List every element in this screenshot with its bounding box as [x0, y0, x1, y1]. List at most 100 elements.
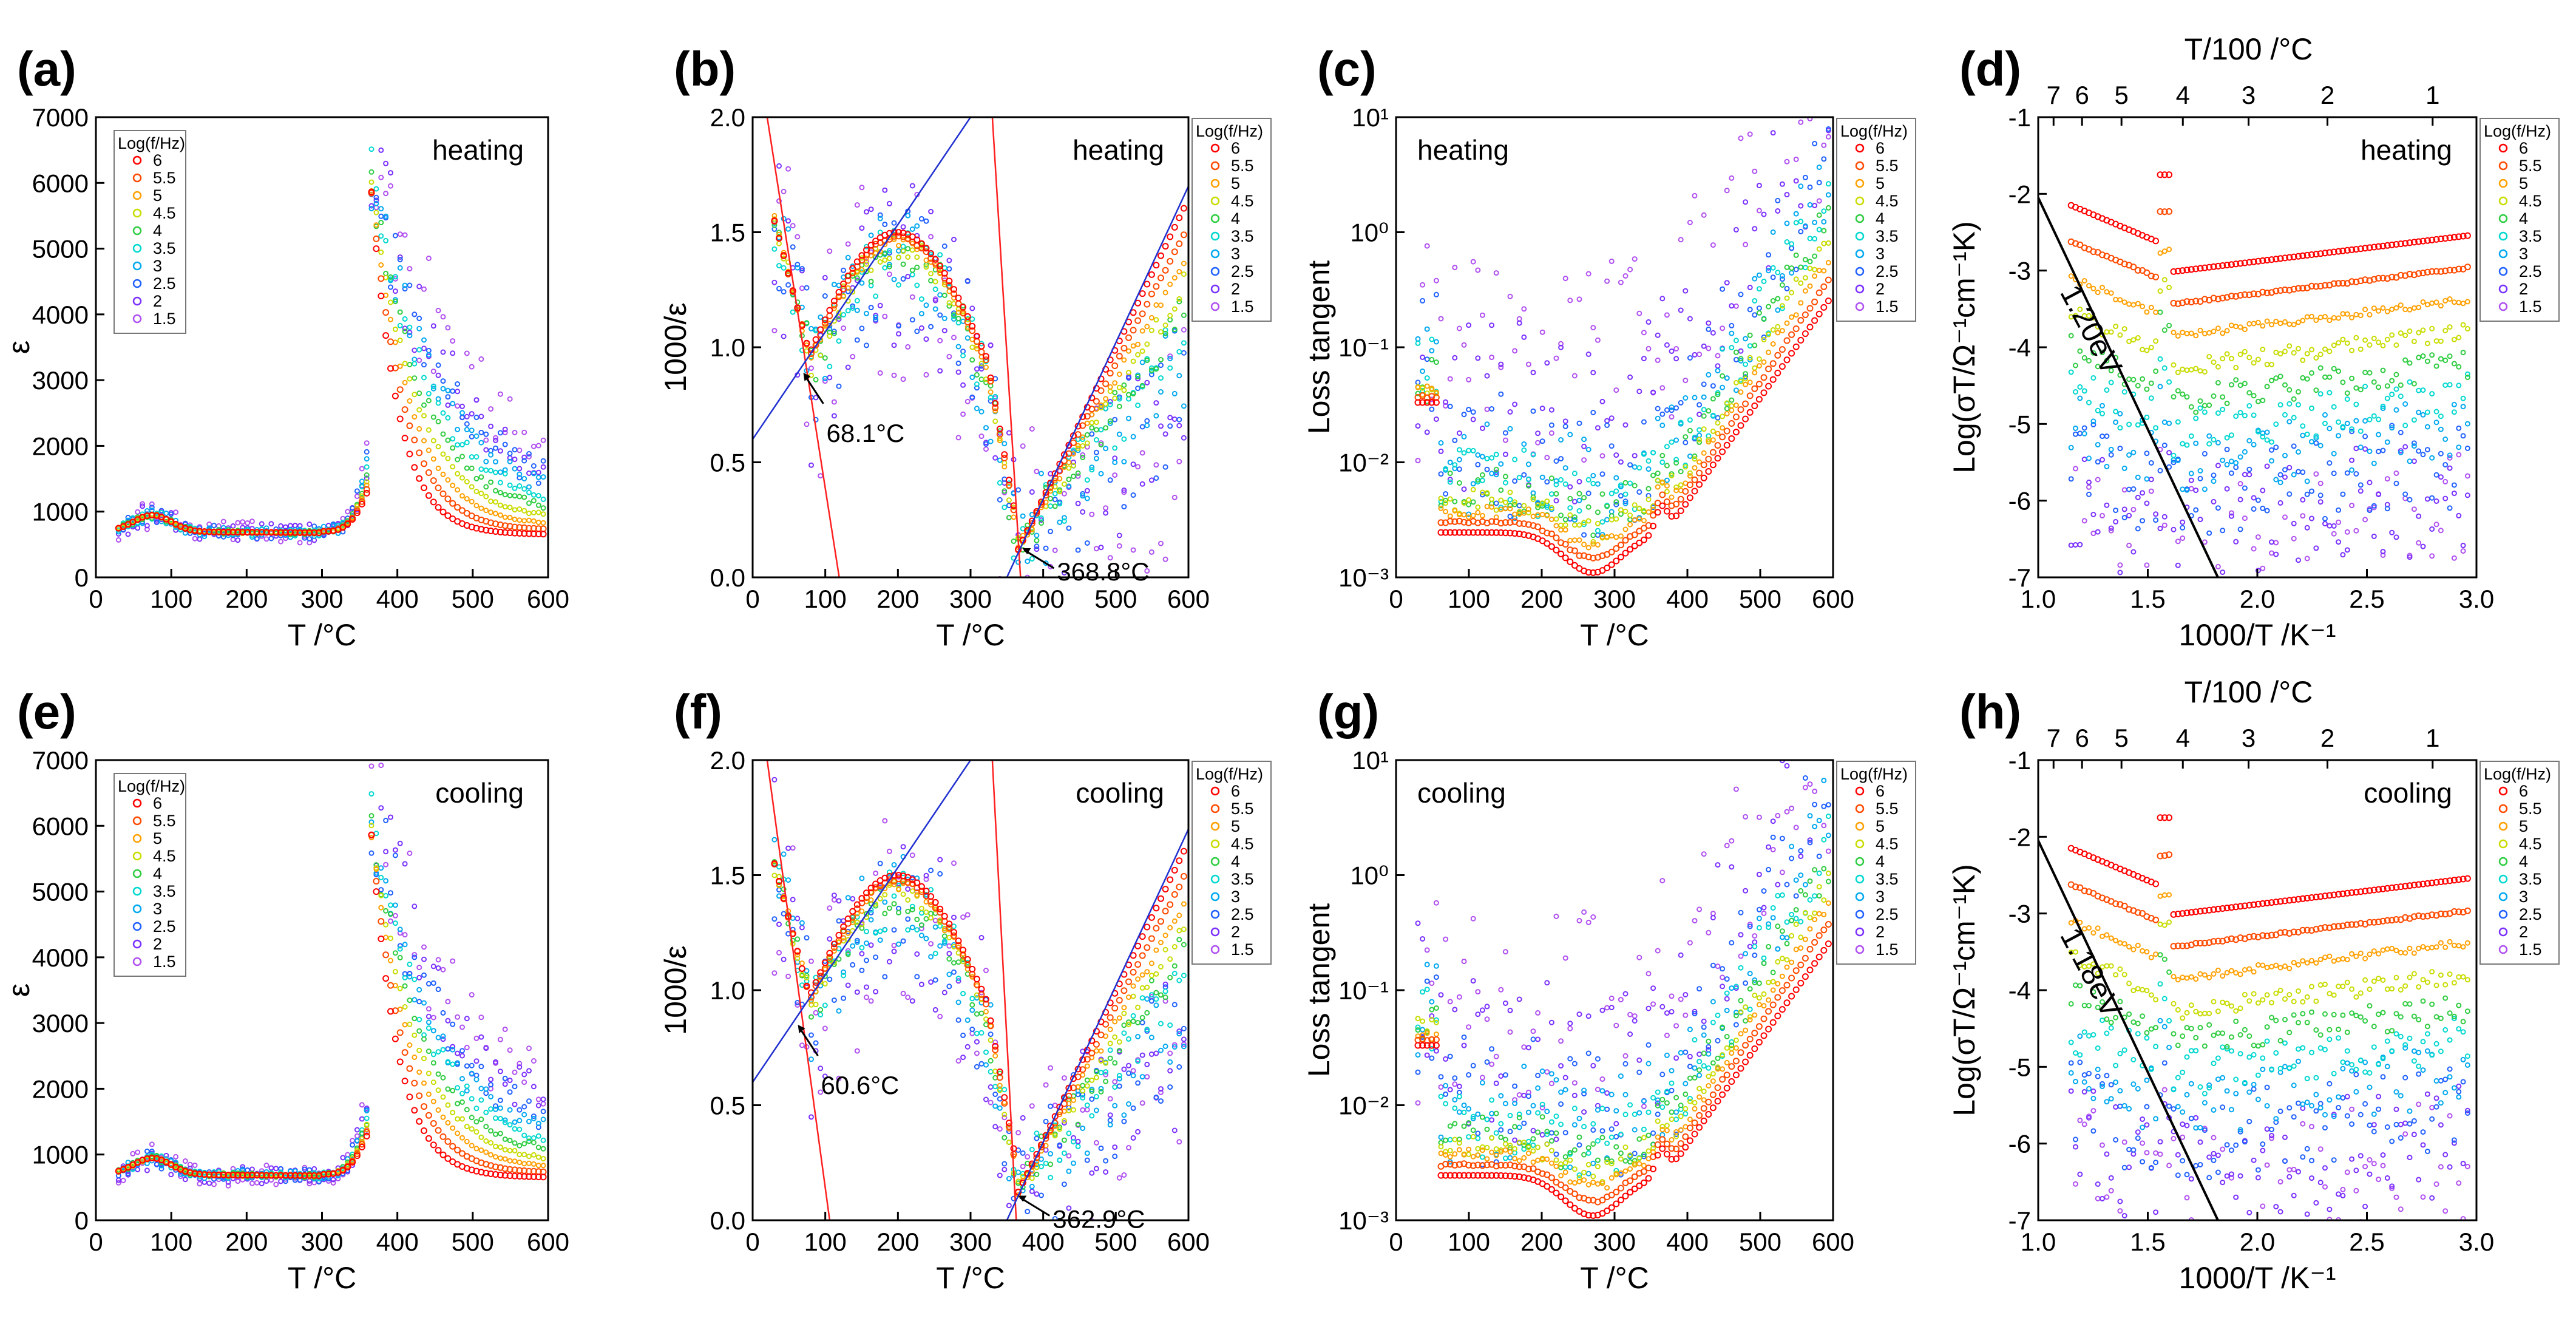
data-point: [2322, 282, 2328, 289]
data-point: [1493, 469, 1499, 475]
data-point: [1687, 453, 1693, 459]
data-point: [220, 1171, 227, 1178]
data-point: [391, 1035, 399, 1042]
data-point: [2113, 324, 2119, 330]
legend-title: Log(f/Hz): [2484, 122, 2551, 140]
data-point: [502, 441, 508, 447]
data-point: [1093, 420, 1099, 426]
legend-item: 3.5: [153, 882, 176, 900]
data-point: [339, 1167, 347, 1174]
data-point: [1646, 345, 1652, 352]
data-point: [392, 902, 398, 908]
data-point: [1567, 546, 1574, 554]
data-point: [2172, 579, 2176, 583]
y-tick-label: -6: [2008, 487, 2031, 515]
data-point: [2451, 482, 2457, 488]
data-point: [1153, 317, 1159, 323]
data-point: [1111, 362, 1119, 369]
data-point: [445, 1059, 451, 1065]
data-point: [425, 1013, 432, 1019]
data-point: [858, 252, 866, 259]
data-point: [507, 450, 513, 457]
data-point: [1673, 512, 1680, 520]
data-point: [1618, 482, 1624, 488]
data-point: [430, 384, 436, 390]
data-point: [388, 814, 393, 820]
data-point: [974, 1050, 980, 1056]
data-point: [812, 336, 819, 343]
data-point: [1415, 423, 1421, 429]
data-point: [383, 878, 389, 884]
data-point: [2322, 250, 2328, 257]
data-point: [1618, 507, 1624, 513]
data-point: [978, 376, 985, 382]
data-point: [1466, 514, 1472, 520]
data-point: [2255, 356, 2261, 362]
data-point: [1816, 268, 1822, 273]
data-point: [1659, 479, 1666, 485]
data-point: [2188, 486, 2194, 492]
data-point: [1525, 506, 1531, 512]
data-point: [1103, 396, 1109, 402]
data-point: [983, 356, 989, 364]
data-point: [502, 1147, 508, 1153]
data-point: [154, 1161, 160, 1167]
data-point: [1775, 324, 1781, 330]
data-point: [2317, 499, 2323, 505]
data-point: [2201, 450, 2208, 457]
data-point: [416, 390, 422, 396]
data-point: [1052, 491, 1058, 497]
data-point: [1028, 520, 1035, 527]
data-point: [2273, 350, 2279, 355]
data-point: [2397, 240, 2404, 248]
data-point: [1121, 504, 1127, 510]
data-point: [873, 314, 879, 321]
data-point: [540, 1101, 546, 1107]
data-point: [864, 984, 869, 990]
data-point: [535, 443, 541, 449]
data-point: [1084, 540, 1090, 546]
data-point: [1720, 346, 1726, 352]
data-point: [2166, 379, 2172, 385]
data-point: [459, 1048, 465, 1054]
x-tick-label: 500: [1739, 585, 1781, 613]
data-point: [1066, 465, 1072, 471]
data-point: [1659, 423, 1666, 429]
data-point: [2215, 505, 2221, 511]
data-point: [445, 402, 451, 408]
data-point: [1659, 296, 1666, 302]
data-point: [2402, 423, 2408, 429]
data-point: [2153, 425, 2159, 431]
data-point: [1011, 538, 1017, 544]
legend-item: 4: [1231, 209, 1240, 228]
data-point: [1539, 500, 1545, 506]
data-point: [2215, 364, 2221, 370]
data-point: [969, 322, 976, 330]
data-point: [396, 1029, 404, 1036]
data-point: [464, 350, 470, 356]
data-point: [1176, 416, 1182, 423]
legend-marker: [132, 869, 142, 878]
data-point: [473, 475, 480, 481]
data-point: [2376, 492, 2382, 497]
data-points: [115, 146, 547, 546]
data-point: [378, 147, 384, 153]
data-point: [1516, 509, 1522, 515]
data-point: [425, 352, 432, 358]
data-point: [1743, 371, 1749, 377]
data-point: [2357, 444, 2364, 450]
data-point: [517, 1064, 523, 1070]
data-point: [2126, 376, 2132, 382]
data-point: [1167, 415, 1173, 421]
data-point: [402, 861, 408, 867]
data-point: [1521, 306, 1527, 312]
data-point: [2081, 278, 2087, 284]
data-point: [2349, 314, 2355, 321]
y-tick-label: 10⁻¹: [1338, 333, 1389, 362]
data-point: [2153, 309, 2159, 315]
data-point: [877, 259, 883, 265]
legend-item: 1.5: [2519, 297, 2542, 316]
data-point: [450, 1087, 456, 1093]
data-point: [412, 375, 418, 381]
data-point: [2442, 267, 2449, 274]
